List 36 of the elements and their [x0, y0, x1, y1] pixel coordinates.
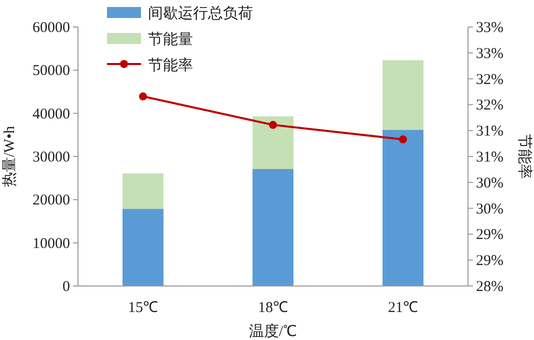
legend-label: 节能率	[148, 57, 193, 74]
y2-tick-label: 33%	[476, 46, 504, 62]
bar	[382, 60, 424, 130]
y-tick-label: 40000	[32, 106, 70, 122]
y2-tick-label: 32%	[476, 72, 504, 88]
x-axis-title: 温度/℃	[248, 323, 298, 340]
x-tick-label: 18℃	[258, 300, 288, 316]
y-tick-label: 10000	[32, 236, 70, 252]
bar	[252, 116, 294, 170]
y-tick-label: 30000	[32, 150, 70, 166]
point	[399, 135, 407, 144]
y-tick-label: 20000	[32, 192, 70, 209]
y2-tick-label: 28%	[476, 279, 504, 295]
y-tick-label: 0	[62, 279, 70, 295]
x-tick-label: 15℃	[128, 300, 158, 316]
bar	[252, 169, 294, 286]
point	[269, 120, 277, 129]
y2-tick-label: 31%	[476, 150, 504, 166]
y2-tick-label: 30%	[476, 175, 504, 192]
y2-tick-label: 30%	[476, 201, 504, 218]
y2-axis-title: 节能率	[516, 134, 533, 179]
y2-tick-label: 31%	[476, 124, 504, 140]
legend-label: 间歇运行总负荷	[148, 5, 253, 22]
y-tick-label: 50000	[32, 63, 70, 80]
y2-tick-label: 29%	[476, 253, 504, 270]
x-tick-label: 21℃	[388, 300, 418, 316]
y-tick-label: 60000	[32, 20, 70, 36]
bar	[122, 173, 164, 209]
point	[139, 92, 147, 100]
bar	[382, 130, 424, 286]
y2-tick-label: 33%	[476, 20, 504, 36]
bar	[122, 208, 164, 286]
y-axis-title: 热量/W•h	[2, 125, 18, 188]
y2-tick-label: 32%	[476, 98, 504, 114]
y2-tick-label: 29%	[476, 227, 504, 244]
legend-label: 节能量	[148, 31, 193, 48]
